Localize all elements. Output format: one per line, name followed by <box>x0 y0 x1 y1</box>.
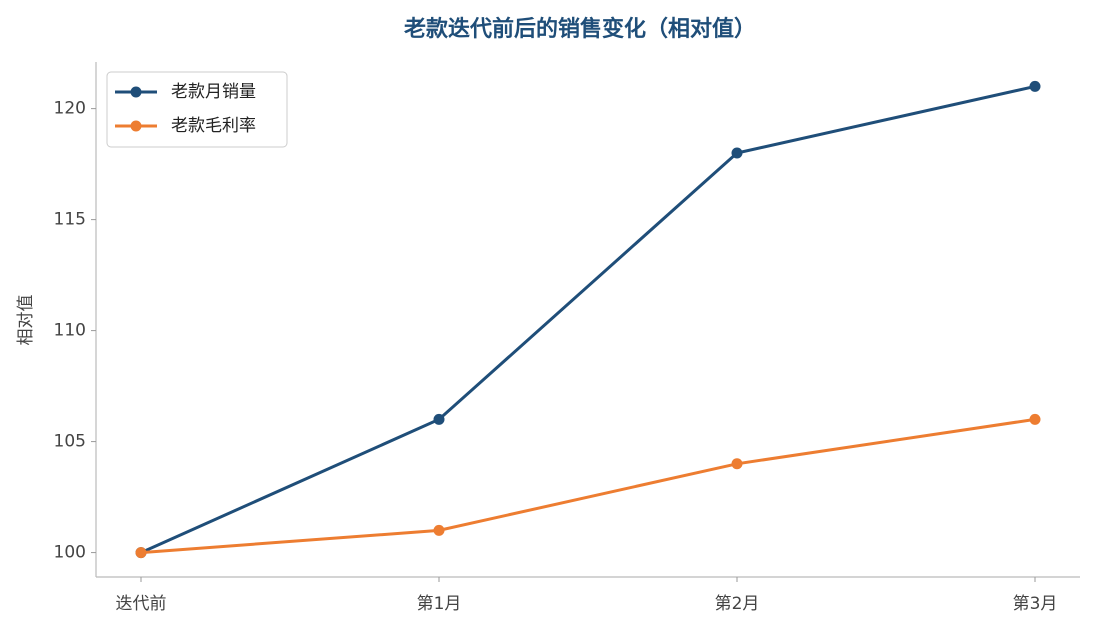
legend-label: 老款毛利率 <box>171 116 256 136</box>
x-tick-label: 第2月 <box>715 594 760 614</box>
point <box>433 413 445 425</box>
y-tick-label: 100 <box>54 543 86 563</box>
x-tick-label: 第3月 <box>1013 594 1058 614</box>
x-tick-label: 迭代前 <box>116 594 167 614</box>
point <box>731 458 743 470</box>
point <box>1029 413 1041 425</box>
point <box>1029 80 1041 92</box>
point <box>135 547 147 559</box>
y-tick-label: 110 <box>54 321 86 341</box>
y-tick-label: 120 <box>54 99 86 119</box>
legend-label: 老款月销量 <box>171 82 256 102</box>
point <box>433 524 445 536</box>
y-axis-label: 相对值 <box>16 295 36 346</box>
series-line <box>140 84 1036 554</box>
legend-marker <box>130 86 142 98</box>
x-tick-label: 第1月 <box>417 594 462 614</box>
chart-title: 老款迭代前后的销售变化（相对值） <box>403 16 756 42</box>
point <box>731 147 743 159</box>
y-tick-label: 115 <box>54 210 86 230</box>
legend-marker <box>130 120 142 132</box>
y-tick-label: 105 <box>54 432 86 452</box>
series-line <box>140 417 1036 555</box>
